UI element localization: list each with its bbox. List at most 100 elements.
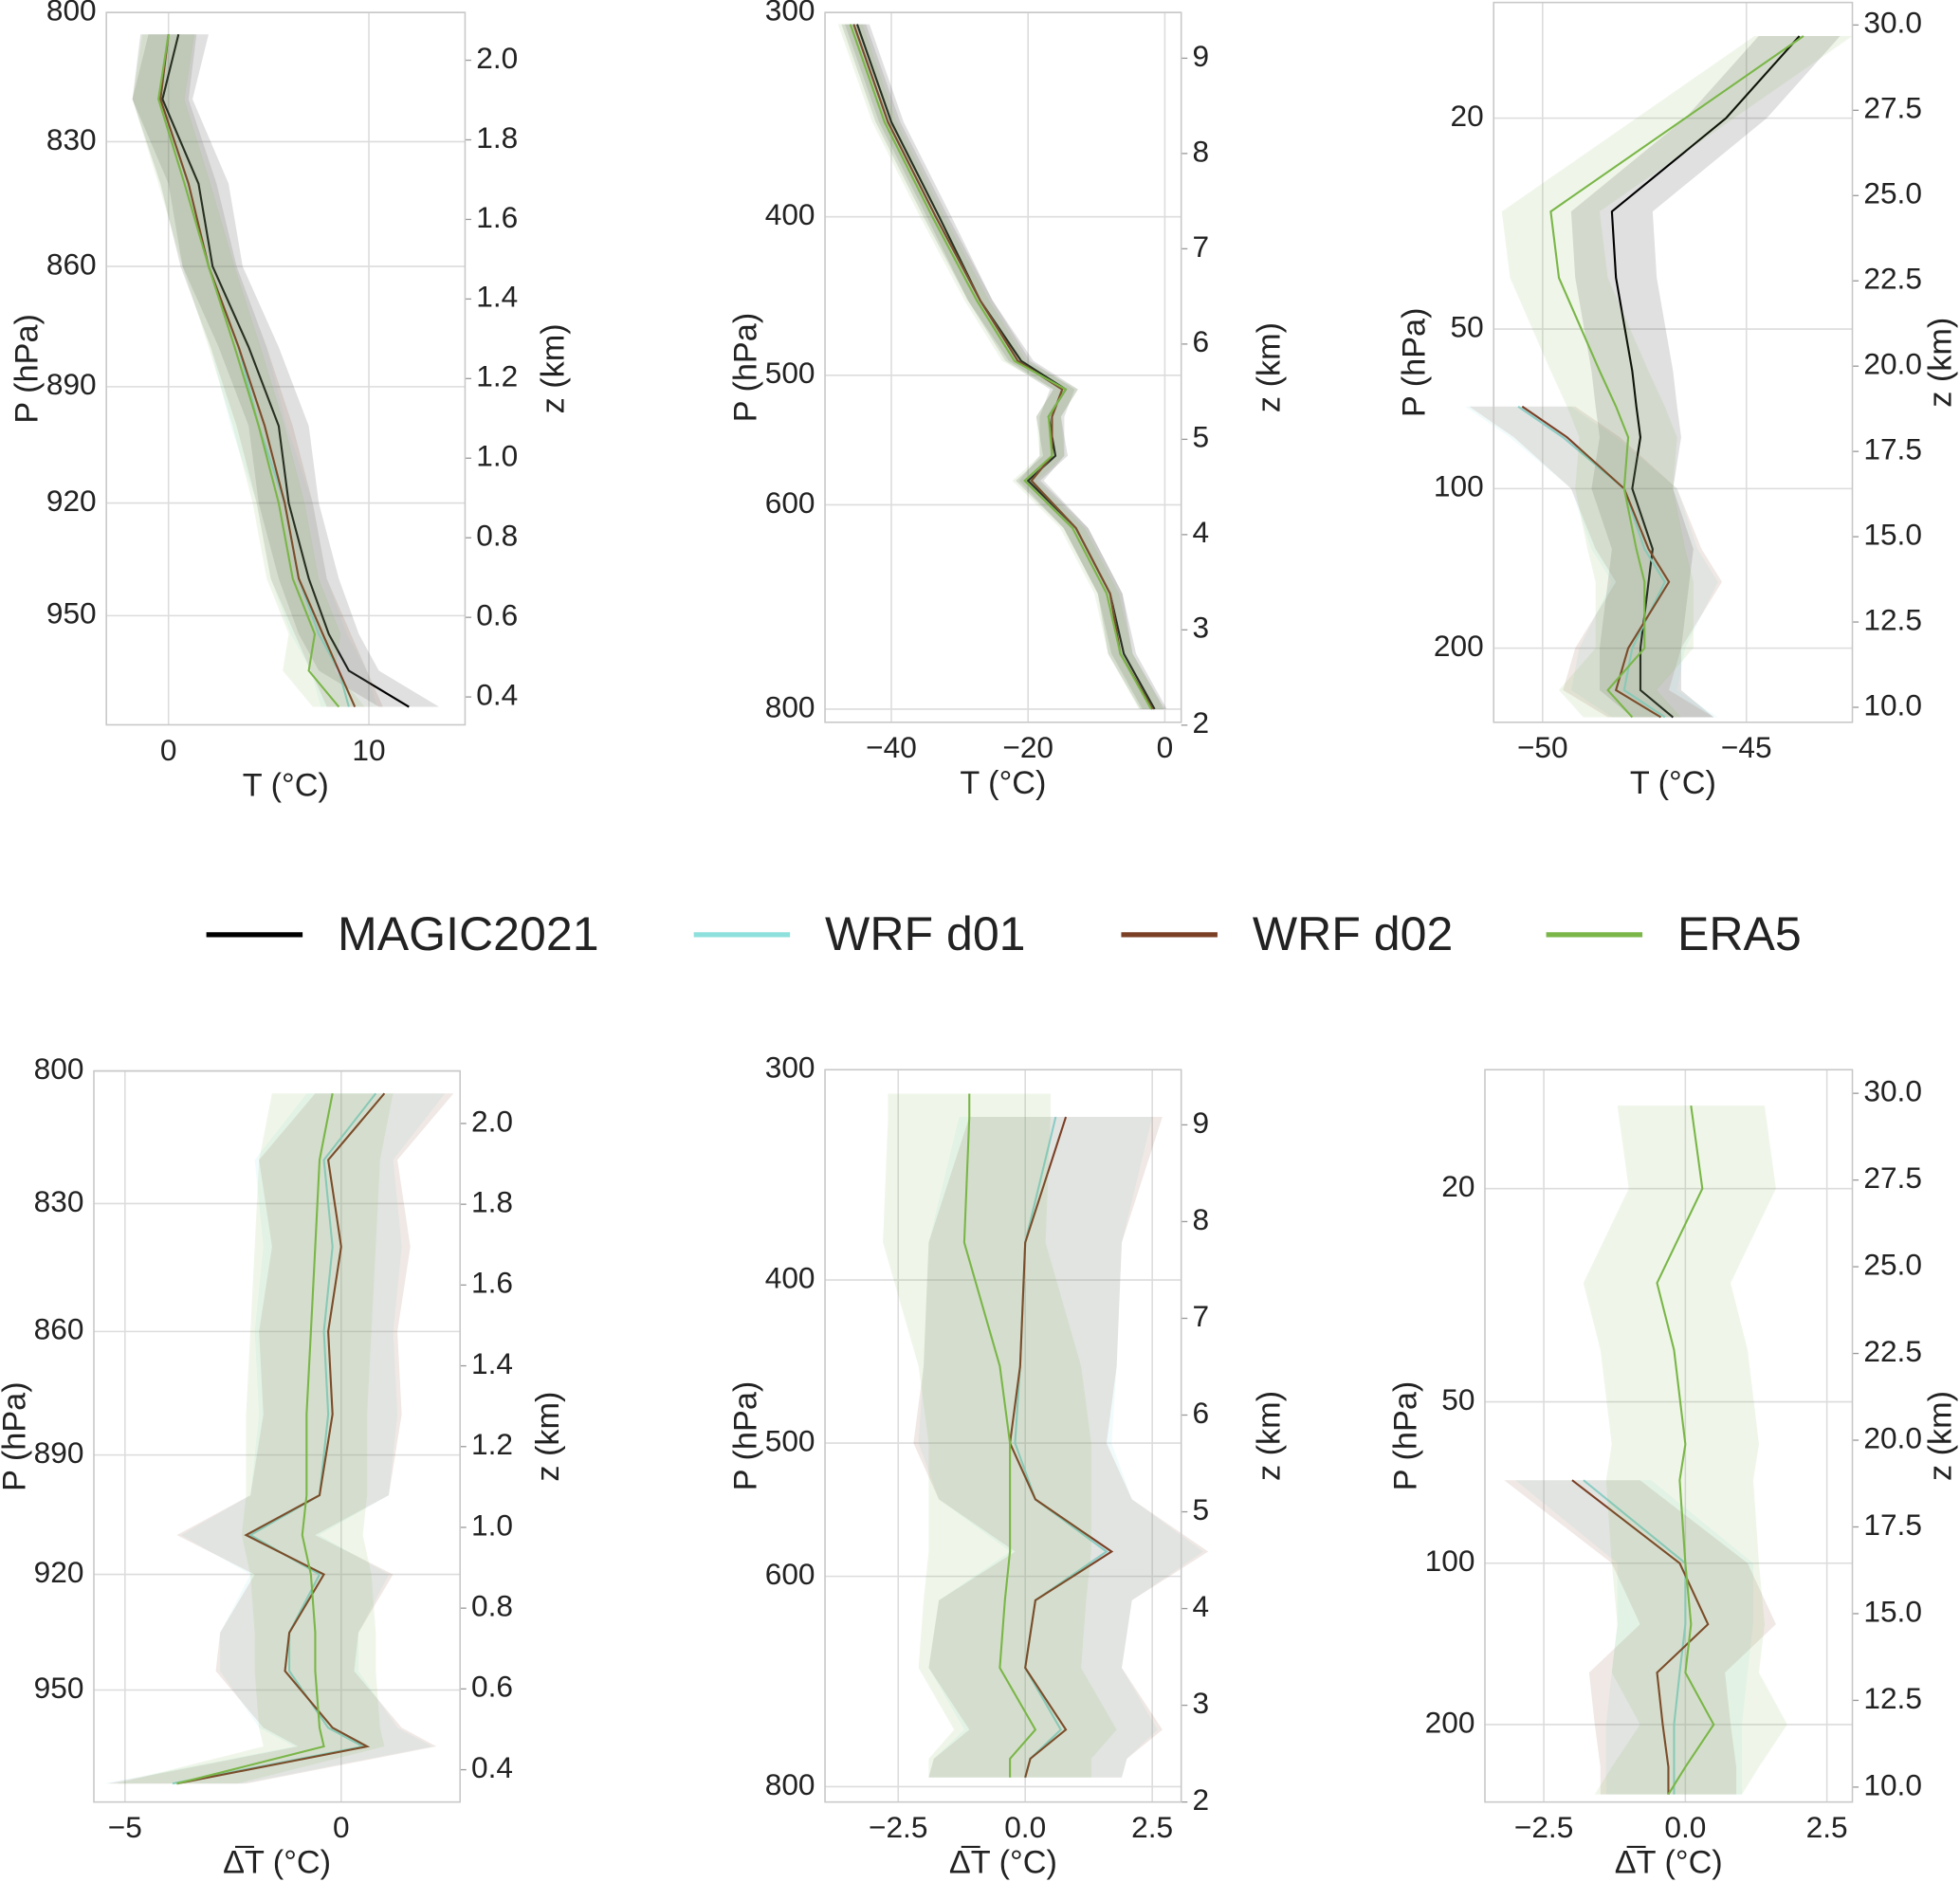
x-axis-label: T (°C): [960, 765, 1046, 801]
x-tick-label: −20: [1002, 730, 1053, 764]
series-line: [1521, 405, 1671, 719]
legend-label: WRF d02: [1253, 907, 1454, 960]
y2-tick-label: 17.5: [1863, 1507, 1922, 1542]
panel: −2.5 0.0 2.5 20 50 100 200 10.0 12.5 15.0 17.5 20.0…: [1387, 1069, 1958, 1881]
y-tick-label: 830: [34, 1184, 84, 1218]
y-tick-label: 830: [46, 122, 97, 156]
spread-band: [132, 34, 439, 707]
y-tick-label: 300: [765, 0, 815, 27]
spread-band: [132, 34, 383, 707]
y-tick-label: 800: [765, 689, 815, 723]
y-tick-label: 860: [46, 247, 97, 281]
y-tick-label: 200: [1425, 1705, 1475, 1739]
series-line: [159, 34, 357, 707]
y2-tick-label: 9: [1193, 1105, 1210, 1140]
spread-band: [1570, 36, 1841, 718]
y2-tick-label: 9: [1193, 39, 1210, 73]
y2-tick-label: 0.6: [476, 598, 518, 632]
y-tick-label: 890: [46, 367, 97, 401]
x-tick-label: 2.5: [1131, 1810, 1173, 1844]
x-tick-label: 2.5: [1806, 1810, 1848, 1844]
y2-tick-label: 1.0: [471, 1507, 513, 1542]
y2-tick-label: 10.0: [1863, 1767, 1922, 1801]
y2-tick-label: 2.0: [476, 41, 518, 75]
plot-frame: [93, 1069, 461, 1803]
y-tick-label: 50: [1441, 1382, 1475, 1416]
spread-band: [1469, 406, 1722, 718]
y2-tick-label: 1.8: [471, 1185, 513, 1219]
y2-tick-label: 0.4: [471, 1750, 513, 1784]
y2-tick-label: 30.0: [1863, 6, 1922, 40]
y2-tick-label: 2: [1193, 705, 1210, 740]
y-tick-label: 890: [34, 1435, 84, 1470]
series-line: [1571, 1479, 1710, 1795]
series-line: [962, 1093, 1037, 1778]
y2-tick-label: 3: [1193, 1686, 1210, 1720]
panel: −5 0 800 830 860 890 920 950 0.4 0.6 0.8 1.0 1.2 1.4 1…: [0, 1051, 566, 1881]
plot-frame: [1484, 1069, 1854, 1803]
y2-tick-label: 7: [1193, 229, 1210, 264]
y2-tick-label: 30.0: [1863, 1073, 1922, 1107]
y2-tick-label: 4: [1193, 515, 1210, 549]
y2-tick-label: 12.5: [1863, 1681, 1922, 1715]
y-tick-label: 950: [34, 1671, 84, 1705]
y-axis-label: P (hPa): [0, 1381, 32, 1491]
y-tick-label: 20: [1441, 1169, 1475, 1203]
plot-frame: [105, 11, 467, 726]
x-tick-label: 0: [333, 1810, 350, 1844]
x-axis-label: Δ̅T (°C): [1615, 1845, 1723, 1881]
x-tick-label: 0: [1157, 730, 1174, 764]
y2-tick-label: 4: [1193, 1589, 1210, 1623]
y2-tick-label: 1.8: [476, 120, 518, 155]
y2-axis-label: z (km): [1252, 1391, 1288, 1481]
y2-tick-label: 0.8: [476, 519, 518, 553]
y-axis-label: P (hPa): [727, 313, 763, 423]
y2-tick-label: 8: [1193, 134, 1210, 168]
x-axis-label: T (°C): [1630, 765, 1716, 801]
x-tick-label: 0: [160, 733, 177, 767]
y2-tick-label: 25.0: [1863, 1247, 1922, 1281]
y-tick-label: 600: [765, 485, 815, 520]
x-tick-label: −5: [108, 1810, 142, 1844]
y-tick-label: 500: [765, 1423, 815, 1457]
y2-tick-label: 15.0: [1863, 517, 1922, 551]
y-axis-label: P (hPa): [9, 314, 46, 424]
y2-tick-label: 0.8: [471, 1589, 513, 1623]
spread-band: [103, 1093, 446, 1784]
y2-tick-label: 12.5: [1863, 602, 1922, 636]
spread-band: [1465, 406, 1718, 718]
series-line: [1549, 35, 1804, 719]
series-line: [161, 33, 410, 708]
y2-tick-label: 1.2: [476, 359, 518, 393]
y-tick-label: 920: [46, 484, 97, 518]
y-tick-label: 200: [1434, 629, 1484, 663]
y2-axis-label: z (km): [1252, 322, 1288, 412]
spread-band: [1501, 36, 1853, 718]
series-line: [176, 1093, 334, 1785]
plot-frame: [824, 11, 1182, 723]
y-tick-label: 300: [765, 1051, 815, 1085]
x-tick-label: 0.0: [1004, 1810, 1046, 1844]
y2-tick-label: 17.5: [1863, 432, 1922, 466]
panel: −40 −20 0 300 400 500 600 800 2 3 4 5 6 7 8 9 T (°C) P (h…: [727, 0, 1287, 801]
y2-tick-label: 1.6: [471, 1266, 513, 1300]
series-line: [176, 1092, 386, 1785]
y-tick-label: 800: [34, 1051, 84, 1086]
x-tick-label: −2.5: [869, 1810, 927, 1844]
y-tick-label: 800: [765, 1767, 815, 1801]
y2-tick-label: 1.4: [476, 280, 518, 314]
y-tick-label: 920: [34, 1555, 84, 1589]
panel: −50 −45 20 50 100 200 10.0 12.5 15.0 17.5 20.0 22.5…: [1397, 1, 1958, 801]
y2-tick-label: 15.0: [1863, 1594, 1922, 1628]
legend-label: ERA5: [1677, 907, 1802, 960]
y2-tick-label: 20.0: [1863, 1420, 1922, 1454]
y2-tick-label: 10.0: [1863, 687, 1922, 722]
y-tick-label: 100: [1425, 1544, 1475, 1578]
x-tick-label: 10: [352, 733, 385, 767]
y-tick-label: 860: [34, 1312, 84, 1346]
y2-tick-label: 6: [1193, 1396, 1210, 1430]
series-line: [1610, 35, 1801, 719]
x-tick-label: 0.0: [1664, 1810, 1706, 1844]
spread-band: [883, 1093, 1117, 1778]
